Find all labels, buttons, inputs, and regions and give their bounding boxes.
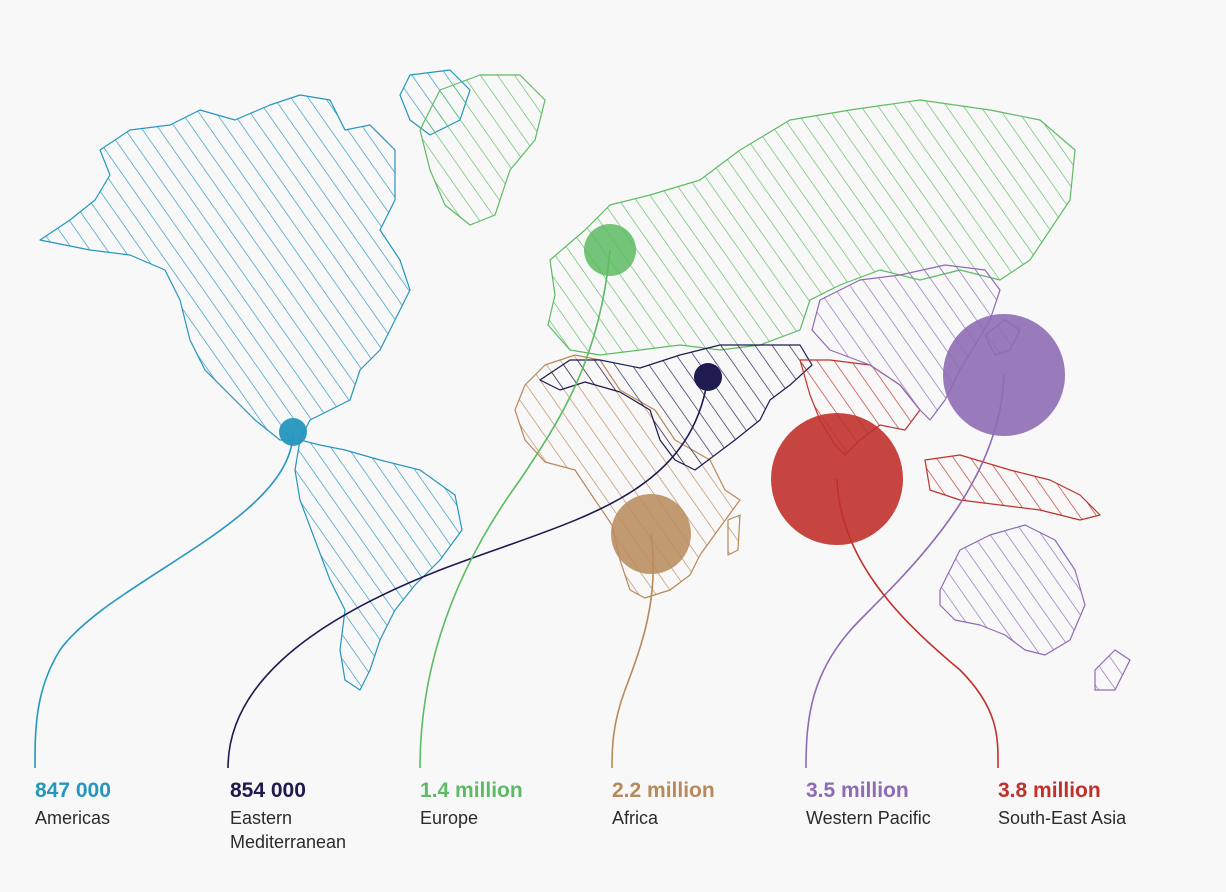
connector-wpacific [805,374,1005,769]
label-emro: 854 000 Eastern Mediterranean [230,778,420,854]
connector-africa [611,533,655,769]
region-name-searo: South-East Asia [998,808,1127,828]
label-wpacific: 3.5 million Western Pacific [806,778,996,830]
value-americas: 847 000 [35,779,111,802]
bubble-africa [611,494,691,574]
label-europe: 1.4 million Europe [420,778,610,830]
bubble-europe [584,224,636,276]
region-name-wpacific: Western Pacific [806,808,931,828]
label-africa: 2.2 million Africa [612,778,802,830]
label-americas: 847 000 Americas [35,778,225,830]
region-name-americas: Americas [35,808,111,828]
connector-europe [419,249,611,769]
bubble-wpacific [943,314,1065,436]
connector-americas [34,431,294,769]
region-name-africa: Africa [612,808,659,828]
label-searo: 3.8 million South-East Asia [998,778,1188,830]
value-europe: 1.4 million [420,779,523,802]
value-searo: 3.8 million [998,779,1101,802]
region-shape-americas [39,69,471,691]
value-africa: 2.2 million [612,779,715,802]
bubble-emro [694,363,722,391]
bubble-americas [279,418,307,446]
bubbles [279,224,1065,574]
bubble-searo [771,413,903,545]
value-wpacific: 3.5 million [806,779,909,802]
region-shape-europe [419,74,1076,356]
value-emro: 854 000 [230,779,306,802]
connector-emro [227,376,709,769]
region-shape-eastern-mediterranean [539,344,813,471]
region-name-emro: Eastern Mediterranean [230,808,347,852]
region-name-europe: Europe [420,808,479,828]
